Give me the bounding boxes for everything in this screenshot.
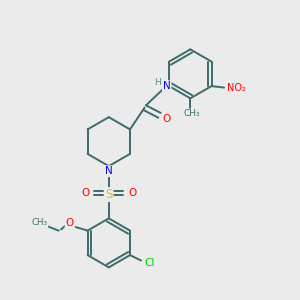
Text: N: N (163, 81, 171, 91)
Text: CH₃: CH₃ (32, 218, 47, 227)
Text: S: S (105, 188, 112, 201)
Text: CH₃: CH₃ (183, 110, 200, 118)
Text: O: O (65, 218, 74, 228)
Text: Cl: Cl (145, 259, 155, 269)
Text: O: O (81, 188, 89, 198)
Text: O: O (162, 114, 170, 124)
Text: NO₂: NO₂ (226, 82, 245, 93)
Text: O: O (128, 188, 136, 198)
Text: H: H (154, 78, 161, 87)
Text: N: N (105, 166, 113, 176)
